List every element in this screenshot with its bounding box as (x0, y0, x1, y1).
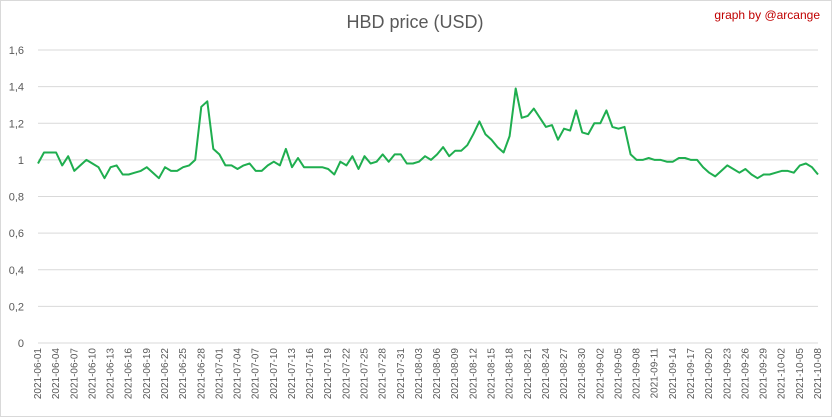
x-tick-label: 2021-06-04 (51, 348, 62, 400)
y-tick-label: 1 (18, 155, 24, 167)
x-tick-label: 2021-07-13 (287, 348, 298, 400)
x-tick-label: 2021-10-08 (813, 348, 824, 400)
x-tick-label: 2021-07-25 (360, 348, 371, 400)
x-tick-label: 2021-09-23 (722, 348, 733, 400)
x-tick-label: 2021-07-31 (396, 348, 407, 400)
x-tick-label: 2021-09-17 (686, 348, 697, 400)
x-tick-label: 2021-08-27 (559, 348, 570, 400)
y-tick-label: 1,2 (9, 118, 24, 130)
x-tick-label: 2021-08-21 (523, 348, 534, 400)
x-tick-label: 2021-08-09 (450, 348, 461, 400)
y-tick-label: 0,2 (9, 301, 24, 313)
chart-credit: graph by @arcange (714, 8, 820, 22)
y-axis-ticks: 0 0,2 0,4 0,6 0,8 1 1,2 1,4 1,6 (9, 45, 24, 350)
chart-title: HBD price (USD) (346, 12, 483, 32)
x-tick-label: 2021-09-20 (704, 348, 715, 400)
y-tick-label: 1,6 (9, 45, 24, 57)
y-tick-label: 0 (18, 338, 24, 350)
x-tick-label: 2021-09-08 (632, 348, 643, 400)
x-tick-label: 2021-06-16 (124, 348, 135, 400)
x-tick-label: 2021-07-01 (214, 348, 225, 400)
x-tick-label: 2021-10-05 (795, 348, 806, 400)
price-series-line (37, 87, 819, 180)
x-tick-label: 2021-06-13 (106, 348, 117, 400)
x-tick-label: 2021-07-22 (341, 348, 352, 400)
x-tick-label: 2021-06-22 (160, 348, 171, 400)
x-tick-label: 2021-06-19 (142, 348, 153, 400)
x-tick-label: 2021-08-24 (541, 348, 552, 400)
x-tick-label: 2021-07-19 (323, 348, 334, 400)
x-tick-label: 2021-09-14 (668, 348, 679, 400)
x-tick-label: 2021-09-29 (759, 348, 770, 400)
x-tick-label: 2021-09-02 (595, 348, 606, 400)
x-tick-label: 2021-08-12 (468, 348, 479, 400)
x-tick-label: 2021-08-03 (414, 348, 425, 400)
x-tick-label: 2021-06-28 (196, 348, 207, 400)
x-tick-label: 2021-07-10 (269, 348, 280, 400)
x-tick-label: 2021-08-06 (432, 348, 443, 400)
x-tick-label: 2021-07-16 (305, 348, 316, 400)
x-tick-label: 2021-06-07 (69, 348, 80, 400)
x-tick-label: 2021-09-26 (740, 348, 751, 400)
x-tick-label: 2021-08-30 (577, 348, 588, 400)
y-tick-label: 1,4 (9, 82, 24, 94)
x-tick-label: 2021-08-18 (505, 348, 516, 400)
x-tick-label: 2021-10-02 (777, 348, 788, 400)
x-tick-label: 2021-07-28 (378, 348, 389, 400)
gridlines (38, 49, 818, 344)
y-tick-label: 0,4 (9, 265, 24, 277)
x-tick-label: 2021-08-15 (486, 348, 497, 400)
x-tick-label: 2021-07-07 (251, 348, 262, 400)
x-tick-label: 2021-06-25 (178, 348, 189, 400)
x-tick-label: 2021-09-05 (613, 348, 624, 400)
x-tick-label: 2021-09-11 (650, 348, 661, 399)
y-tick-label: 0,8 (9, 192, 24, 204)
x-tick-label: 2021-06-10 (87, 348, 98, 400)
y-tick-label: 0,6 (9, 228, 24, 240)
series-layer (37, 87, 819, 180)
x-tick-label: 2021-06-01 (33, 348, 44, 400)
x-tick-label: 2021-07-04 (233, 348, 244, 400)
x-axis-ticks: 2021-06-01 2021-06-04 2021-06-07 2021-06-10… (33, 348, 824, 400)
